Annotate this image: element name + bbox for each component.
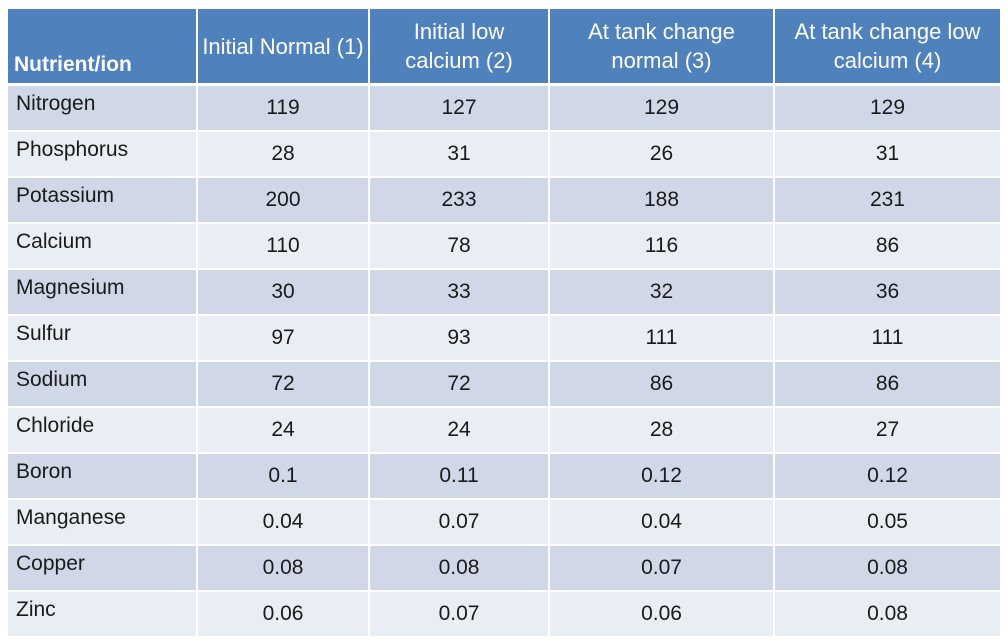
value-cell: 32 [549,269,775,316]
header-row: Nutrient/ion Initial Normal (1) Initial lo… [8,9,1000,86]
nutrient-name-cell: Phosphorus [8,131,198,178]
value-cell: 231 [774,177,1000,224]
nutrient-name-cell: Copper [8,545,198,592]
nutrient-name-cell: Nitrogen [8,84,198,132]
value-cell: 0.05 [774,499,1000,546]
table-row: Nitrogen 119 127 129 129 [8,84,1000,132]
value-cell: 24 [197,407,370,454]
table-row: Manganese 0.04 0.07 0.04 0.05 [8,499,1000,546]
value-cell: 0.06 [197,591,370,638]
table-row: Potassium 200 233 188 231 [8,177,1000,224]
value-cell: 0.08 [774,591,1000,638]
value-cell: 72 [369,361,550,408]
table-row: Copper 0.08 0.08 0.07 0.08 [8,545,1000,592]
value-cell: 24 [369,407,550,454]
value-cell: 111 [774,315,1000,362]
value-cell: 0.11 [369,453,550,500]
value-cell: 28 [197,131,370,178]
value-cell: 129 [774,84,1000,132]
column-header-2: Initial low calcium (2) [369,9,550,86]
value-cell: 127 [369,84,550,132]
nutrient-name-cell: Chloride [8,407,198,454]
value-cell: 31 [774,131,1000,178]
nutrient-name-cell: Manganese [8,499,198,546]
value-cell: 0.08 [369,545,550,592]
table-row: Phosphorus 28 31 26 31 [8,131,1000,178]
value-cell: 129 [549,84,775,132]
value-cell: 233 [369,177,550,224]
nutrient-table: Nutrient/ion Initial Normal (1) Initial lo… [8,9,1000,638]
table-row: Chloride 24 24 28 27 [8,407,1000,454]
value-cell: 111 [549,315,775,362]
value-cell: 31 [369,131,550,178]
value-cell: 0.12 [774,453,1000,500]
nutrient-name-cell: Zinc [8,591,198,638]
table-row: Magnesium 30 33 32 36 [8,269,1000,316]
nutrient-table-container: Nutrient/ion Initial Normal (1) Initial lo… [8,9,1000,638]
value-cell: 26 [549,131,775,178]
value-cell: 0.08 [774,545,1000,592]
value-cell: 30 [197,269,370,316]
column-header-3: At tank change normal (3) [549,9,775,86]
table-row: Calcium 110 78 116 86 [8,223,1000,270]
value-cell: 0.04 [197,499,370,546]
value-cell: 110 [197,223,370,270]
nutrient-name-cell: Magnesium [8,269,198,316]
value-cell: 0.07 [369,499,550,546]
value-cell: 0.04 [549,499,775,546]
value-cell: 86 [774,223,1000,270]
value-cell: 28 [549,407,775,454]
value-cell: 188 [549,177,775,224]
table-row: Sulfur 97 93 111 111 [8,315,1000,362]
nutrient-name-cell: Boron [8,453,198,500]
value-cell: 93 [369,315,550,362]
value-cell: 0.06 [549,591,775,638]
value-cell: 0.08 [197,545,370,592]
value-cell: 78 [369,223,550,270]
value-cell: 72 [197,361,370,408]
value-cell: 0.1 [197,453,370,500]
value-cell: 116 [549,223,775,270]
value-cell: 97 [197,315,370,362]
table-row: Boron 0.1 0.11 0.12 0.12 [8,453,1000,500]
value-cell: 33 [369,269,550,316]
table-row: Sodium 72 72 86 86 [8,361,1000,408]
value-cell: 0.12 [549,453,775,500]
value-cell: 36 [774,269,1000,316]
value-cell: 86 [774,361,1000,408]
nutrient-name-cell: Sulfur [8,315,198,362]
value-cell: 200 [197,177,370,224]
value-cell: 0.07 [549,545,775,592]
table-row: Zinc 0.06 0.07 0.06 0.08 [8,591,1000,638]
column-header-nutrient: Nutrient/ion [8,9,198,86]
nutrient-name-cell: Sodium [8,361,198,408]
value-cell: 119 [197,84,370,132]
value-cell: 0.07 [369,591,550,638]
nutrient-name-cell: Potassium [8,177,198,224]
column-header-1: Initial Normal (1) [197,9,370,86]
value-cell: 27 [774,407,1000,454]
table-body: Nitrogen 119 127 129 129 Phosphorus 28 31 26 31 Po… [8,84,1000,638]
column-header-4: At tank change low calcium (4) [774,9,1000,86]
nutrient-name-cell: Calcium [8,223,198,270]
value-cell: 86 [549,361,775,408]
